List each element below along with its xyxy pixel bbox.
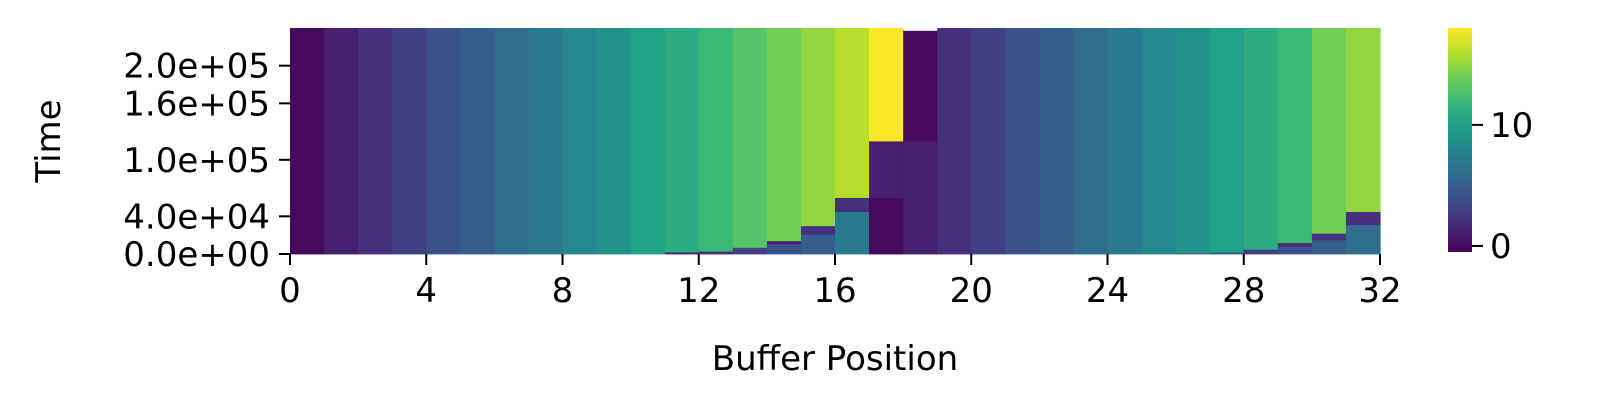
x-axis: 0 4 8 12 16 20 24 28 32 bbox=[279, 254, 1402, 311]
x-tick-label: 16 bbox=[813, 271, 856, 311]
heatmap-cell bbox=[766, 240, 802, 245]
y-tick-label: 2.0e+05 bbox=[123, 47, 270, 87]
heatmap-cell bbox=[732, 28, 768, 248]
heatmap-cell bbox=[494, 28, 530, 255]
heatmap-cells bbox=[290, 28, 1381, 255]
heatmap-cell bbox=[1311, 239, 1347, 255]
heatmap-cell bbox=[766, 28, 802, 242]
heatmap-cell bbox=[766, 243, 802, 255]
heatmap-cell bbox=[358, 28, 393, 255]
x-tick-label: 32 bbox=[1358, 271, 1401, 311]
heatmap-cell bbox=[1345, 28, 1381, 213]
y-tick-label: 1.6e+05 bbox=[123, 84, 270, 124]
heatmap-cell bbox=[869, 197, 904, 255]
heatmap-cell bbox=[630, 28, 666, 255]
heatmap-cell bbox=[903, 30, 938, 142]
x-tick-label: 28 bbox=[1222, 271, 1265, 311]
heatmap-cell bbox=[971, 28, 1006, 255]
heatmap-cell bbox=[1345, 211, 1381, 226]
x-tick-label: 4 bbox=[415, 271, 437, 311]
x-tick-label: 8 bbox=[552, 271, 574, 311]
heatmap-cell bbox=[460, 28, 495, 255]
heatmap-cell bbox=[869, 28, 904, 142]
heatmap-cell bbox=[698, 28, 734, 252]
heatmap-cell bbox=[1243, 249, 1279, 255]
heatmap-cell bbox=[562, 28, 598, 255]
heatmap-cell bbox=[1073, 28, 1109, 255]
heatmap-cell bbox=[1141, 28, 1177, 255]
heatmap-cell bbox=[596, 28, 632, 255]
heatmap-cell bbox=[903, 141, 938, 255]
heatmap-cell bbox=[664, 252, 700, 255]
x-tick-label: 24 bbox=[1086, 271, 1129, 311]
heatmap-cell bbox=[1277, 242, 1313, 247]
heatmap-cell bbox=[835, 211, 870, 255]
heatmap-cell bbox=[869, 141, 904, 198]
heatmap-cell bbox=[835, 197, 870, 213]
heatmap-cell bbox=[664, 28, 700, 253]
colorbar-gradient bbox=[1448, 28, 1472, 252]
heatmap-cell bbox=[1005, 28, 1040, 255]
heatmap-cell bbox=[426, 28, 461, 255]
y-axis: 0.0e+004.0e+04 1.0e+05 1.6e+052.0e+05 bbox=[123, 47, 290, 275]
heatmap-cell bbox=[290, 28, 325, 255]
y-tick-label: 1.0e+05 bbox=[123, 141, 270, 181]
heatmap-cell bbox=[1107, 28, 1143, 255]
heatmap-cell bbox=[800, 234, 836, 255]
heatmap-cell bbox=[1345, 224, 1381, 255]
heatmap-cell bbox=[1175, 28, 1211, 254]
colorbar: 0 10 bbox=[1448, 28, 1533, 267]
heatmap-cell bbox=[1277, 246, 1313, 255]
heatmap-cell bbox=[1209, 252, 1245, 255]
heatmap-cell bbox=[1175, 253, 1211, 255]
heatmap-cell bbox=[392, 28, 427, 255]
heatmap-cell bbox=[732, 247, 768, 255]
heatmap-cell bbox=[1209, 28, 1245, 253]
heatmap-cell bbox=[1311, 233, 1347, 241]
y-tick-label: 0.0e+00 bbox=[123, 235, 270, 275]
heatmap-cell bbox=[324, 28, 359, 255]
heatmap-cell bbox=[800, 28, 836, 227]
heatmap-cell bbox=[1277, 28, 1313, 244]
colorbar-tick-label: 10 bbox=[1490, 106, 1533, 146]
y-tick-label: 4.0e+04 bbox=[123, 197, 270, 237]
x-tick-label: 20 bbox=[950, 271, 993, 311]
heatmap-cell bbox=[1039, 28, 1075, 255]
y-axis-title: Time bbox=[29, 99, 69, 183]
heatmap-cell bbox=[835, 28, 870, 198]
heatmap-cell bbox=[698, 251, 734, 255]
colorbar-tick-label: 0 bbox=[1490, 227, 1512, 267]
x-tick-label: 12 bbox=[677, 271, 720, 311]
heatmap-cell bbox=[800, 225, 836, 235]
heatmap-cell bbox=[528, 28, 564, 255]
heatmap-cell bbox=[1243, 28, 1279, 250]
heatmap-cell bbox=[1311, 28, 1347, 234]
x-axis-title: Buffer Position bbox=[712, 339, 958, 379]
x-tick-label: 0 bbox=[279, 271, 301, 311]
heatmap-cell bbox=[937, 28, 972, 255]
